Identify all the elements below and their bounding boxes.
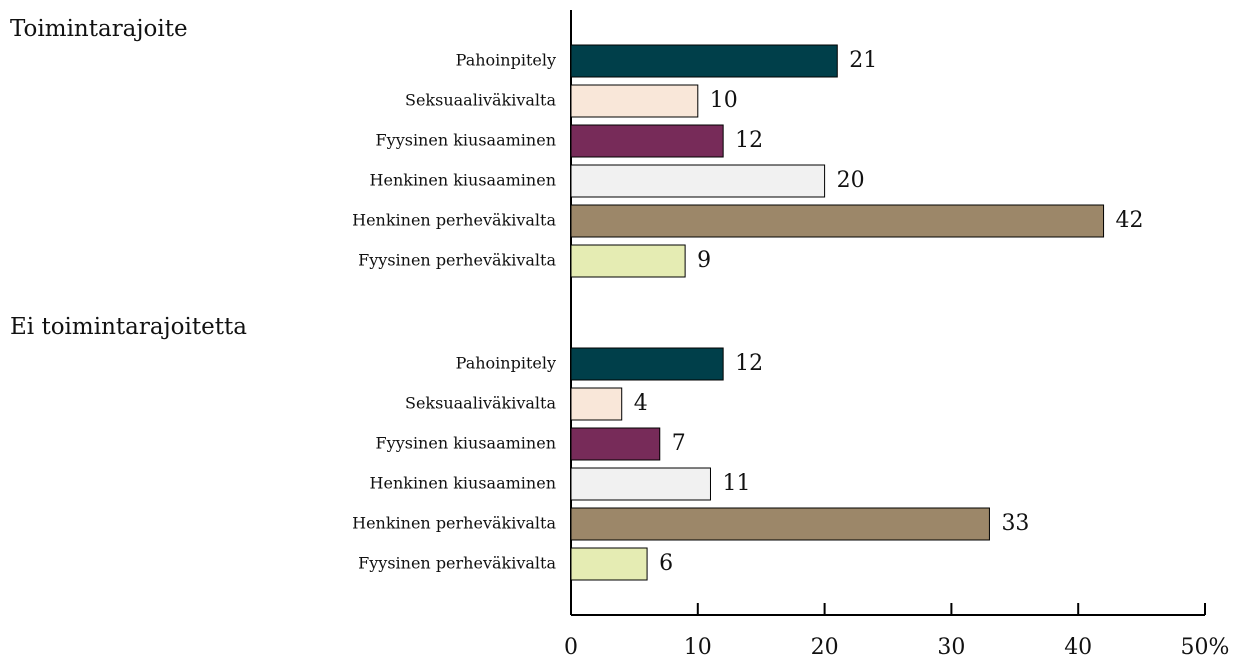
value-label: 7: [672, 431, 686, 456]
x-tick-label: 20: [811, 635, 839, 659]
x-tick-label: 50%: [1181, 635, 1230, 659]
category-label: Fyysinen kiusaaminen: [376, 131, 556, 150]
bar: [570, 467, 711, 501]
bar: [570, 347, 724, 381]
category-label: Fyysinen kiusaaminen: [376, 434, 556, 453]
value-label: 11: [722, 471, 750, 496]
bar: [570, 164, 826, 198]
category-label: Seksuaaliväkivalta: [405, 394, 556, 413]
category-label: Henkinen kiusaaminen: [370, 474, 556, 493]
category-label: Henkinen kiusaaminen: [370, 171, 556, 190]
bar: [570, 244, 686, 278]
bar: [570, 84, 699, 118]
x-tick-label: 0: [564, 635, 578, 659]
value-label: 12: [735, 351, 763, 376]
bar: [570, 387, 623, 421]
value-label: 21: [849, 48, 877, 73]
category-label: Seksuaaliväkivalta: [405, 91, 556, 110]
bar: [570, 547, 648, 581]
category-label: Pahoinpitely: [456, 51, 556, 70]
bar: [570, 204, 1105, 238]
category-label: Fyysinen perheväkivalta: [358, 554, 556, 573]
value-label: 33: [1001, 511, 1029, 536]
value-label: 6: [659, 551, 673, 576]
bar: [570, 44, 838, 78]
value-label: 12: [735, 128, 763, 153]
bar: [570, 427, 661, 461]
bar: [570, 124, 724, 158]
category-label: Pahoinpitely: [456, 354, 556, 373]
group-label: Toimintarajoite: [10, 16, 188, 42]
x-tick-label: 10: [684, 635, 712, 659]
value-label: 9: [697, 248, 711, 273]
value-label: 4: [634, 391, 648, 416]
value-label: 20: [837, 168, 865, 193]
category-label: Fyysinen perheväkivalta: [358, 251, 556, 270]
x-tick-label: 40: [1064, 635, 1092, 659]
x-tick-label: 30: [937, 635, 965, 659]
group-label: Ei toimintarajoitetta: [10, 314, 247, 340]
value-label: 10: [710, 88, 738, 113]
category-label: Henkinen perheväkivalta: [352, 514, 556, 533]
value-label: 42: [1116, 208, 1144, 233]
bar: [570, 507, 990, 541]
category-label: Henkinen perheväkivalta: [352, 211, 556, 230]
